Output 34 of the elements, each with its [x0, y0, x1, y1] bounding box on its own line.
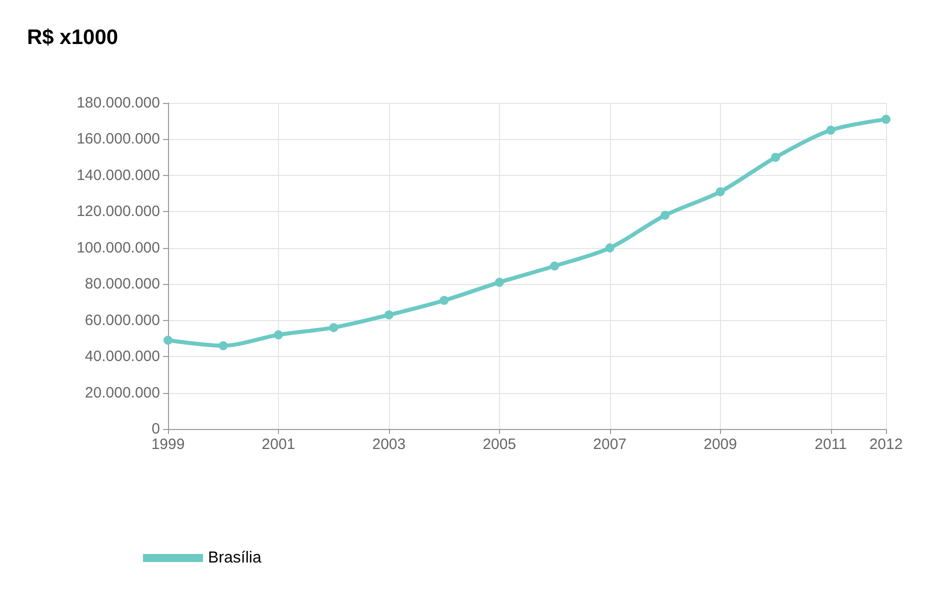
x-tick-label: 2009: [704, 436, 737, 453]
y-tick-label: 140.000.000: [76, 166, 160, 184]
x-tick-label: 2011: [814, 436, 847, 453]
y-tick-label: 180.000.000: [76, 94, 160, 112]
point: [771, 152, 780, 162]
chart-title: R$ x1000: [27, 26, 118, 49]
point: [329, 323, 338, 332]
point: [218, 341, 228, 350]
point: [440, 296, 449, 305]
point: [716, 187, 725, 196]
y-tick-label: 80.000.000: [84, 276, 160, 293]
x-tick-label: 2003: [372, 436, 406, 453]
x-tick-label: 1999: [151, 436, 185, 453]
y-tick-label: 160.000.000: [76, 130, 160, 148]
y-tick-label: 40.000.000: [84, 348, 160, 366]
y-tick-label: 100.000.000: [76, 239, 160, 256]
point: [164, 336, 172, 345]
point: [550, 262, 560, 270]
y-tick-label: 120.000.000: [76, 203, 160, 220]
x-tick-label: 2001: [262, 436, 296, 453]
point: [384, 310, 394, 320]
x-tick-label: 2005: [482, 436, 516, 453]
point: [494, 278, 504, 287]
x-tick-label: 2012: [869, 436, 903, 453]
y-tick-label: 60.000.000: [84, 312, 160, 329]
legend-label: Brasília: [208, 550, 262, 566]
y-tick-label: 20.000.000: [84, 384, 160, 402]
point: [274, 330, 283, 340]
point: [826, 126, 836, 135]
point: [660, 210, 670, 220]
x-tick-label: 2007: [593, 436, 627, 453]
point: [882, 114, 890, 124]
point: [605, 243, 614, 252]
y-tick-label: 0: [152, 420, 160, 438]
